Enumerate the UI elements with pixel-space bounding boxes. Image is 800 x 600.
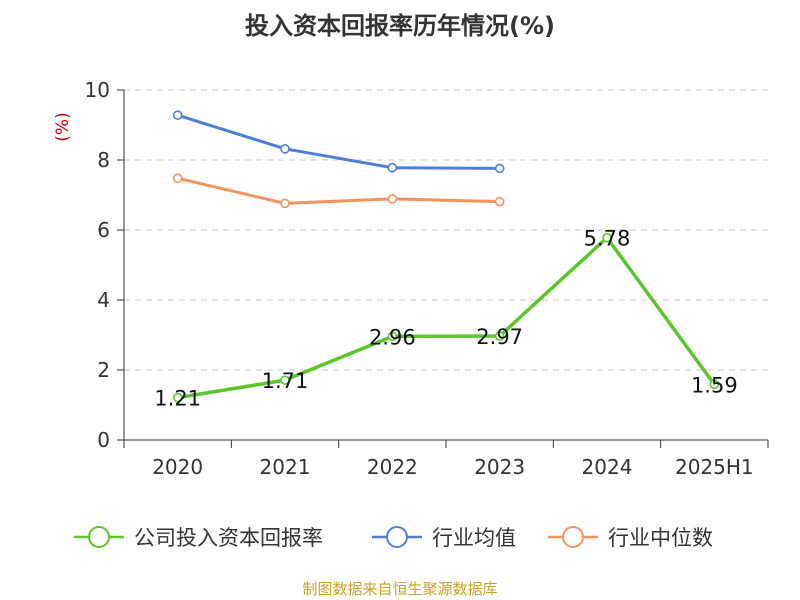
x-tick-label-2021: 2021 [260, 455, 311, 479]
data-label-2: 2.96 [369, 325, 416, 349]
legend-marker-2 [562, 526, 584, 548]
data-label-5: 1.59 [691, 373, 738, 397]
series-line-1 [177, 113, 500, 170]
data-point-0-3 [494, 331, 505, 341]
y-tick-label-10: 10 [85, 78, 110, 102]
x-tick-label-2024: 2024 [582, 455, 633, 479]
data-label-1: 1.71 [262, 369, 309, 393]
data-point-0-5 [709, 379, 720, 390]
legend-label-2: 行业中位数 [608, 526, 713, 550]
series-line-0 [177, 235, 716, 400]
data-point-0-0 [172, 392, 183, 403]
y-tick-label-0: 0 [97, 428, 110, 452]
data-point-2-3 [494, 196, 505, 207]
data-point-1-0 [172, 110, 183, 120]
data-label-3: 2.97 [476, 325, 523, 349]
data-label-0: 1.21 [154, 387, 201, 411]
legend-label-1: 行业均值 [432, 526, 516, 550]
series [172, 110, 720, 403]
data-label-4: 5.78 [584, 227, 631, 251]
data-point-2-2 [387, 194, 398, 204]
data-labels: 1.21 1.71 2.96 2.97 5.78 1.59 [154, 227, 737, 411]
x-tick-label-2022: 2022 [367, 455, 418, 479]
x-tick-label-2025H1: 2025H1 [675, 455, 754, 479]
legend-label-0: 公司投入资本回报率 [134, 526, 323, 550]
data-point-1-2 [387, 162, 398, 173]
axes: 0 2 4 6 8 10 2020 2021 2022 2023 2024 2025H1 [85, 78, 769, 479]
data-point-0-1 [280, 375, 290, 385]
y-axis-label: (%) [53, 112, 73, 141]
data-point-1-3 [494, 163, 505, 174]
data-point-0-4 [602, 232, 612, 243]
y-tick-label-2: 2 [97, 358, 110, 382]
y-tick-label-8: 8 [97, 148, 110, 172]
y-tick-label-6: 6 [97, 218, 110, 242]
source-note: 制图数据来自恒生聚源数据库 [302, 580, 498, 598]
legend-marker-1 [386, 526, 408, 548]
data-point-0-2 [387, 331, 398, 342]
x-tick-label-2020: 2020 [152, 455, 203, 479]
data-point-1-1 [280, 144, 290, 154]
legend-marker-0 [88, 526, 110, 548]
data-point-2-0 [172, 173, 183, 183]
data-point-2-1 [280, 198, 290, 209]
chart-title: 投入资本回报率历年情况(%) [245, 12, 555, 40]
x-tick-label-2023: 2023 [474, 455, 525, 479]
series-line-2 [177, 176, 500, 205]
grid-lines [124, 89, 768, 371]
y-tick-label-4: 4 [97, 288, 110, 312]
legend: 公司投入资本回报率 行业均值 行业中位数 [74, 526, 713, 550]
